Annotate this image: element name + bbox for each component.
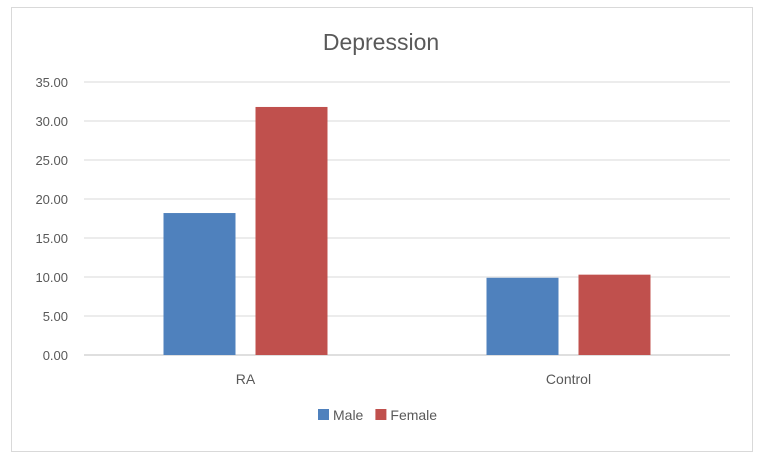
x-tick-label: RA	[236, 371, 256, 387]
legend-label-male: Male	[333, 407, 364, 423]
y-tick-label: 20.00	[35, 192, 68, 207]
bar-male-control	[486, 277, 559, 355]
chart-title: Depression	[323, 29, 439, 55]
legend: Male Female	[318, 407, 437, 423]
y-tick-label: 25.00	[35, 153, 68, 168]
x-axis-tick-labels: RA Control	[236, 371, 591, 387]
y-tick-label: 15.00	[35, 231, 68, 246]
y-tick-label: 30.00	[35, 114, 68, 129]
y-tick-label: 10.00	[35, 270, 68, 285]
legend-swatch-female	[375, 409, 387, 420]
y-tick-label: 35.00	[35, 75, 68, 90]
legend-swatch-male	[318, 409, 329, 420]
y-tick-label: 5.00	[43, 309, 68, 324]
y-tick-label: 0.00	[43, 348, 68, 363]
bar-female-control	[578, 274, 651, 355]
bar-male-ra	[163, 213, 236, 355]
y-axis-tick-labels: 0.00 5.00 10.00 15.00 20.00 25.00 30.00 35.00	[35, 75, 68, 363]
chart-frame	[11, 7, 753, 452]
legend-label-female: Female	[390, 407, 437, 423]
bars	[163, 106, 651, 356]
x-tick-label: Control	[546, 371, 591, 387]
bar-female-ra	[255, 106, 328, 356]
